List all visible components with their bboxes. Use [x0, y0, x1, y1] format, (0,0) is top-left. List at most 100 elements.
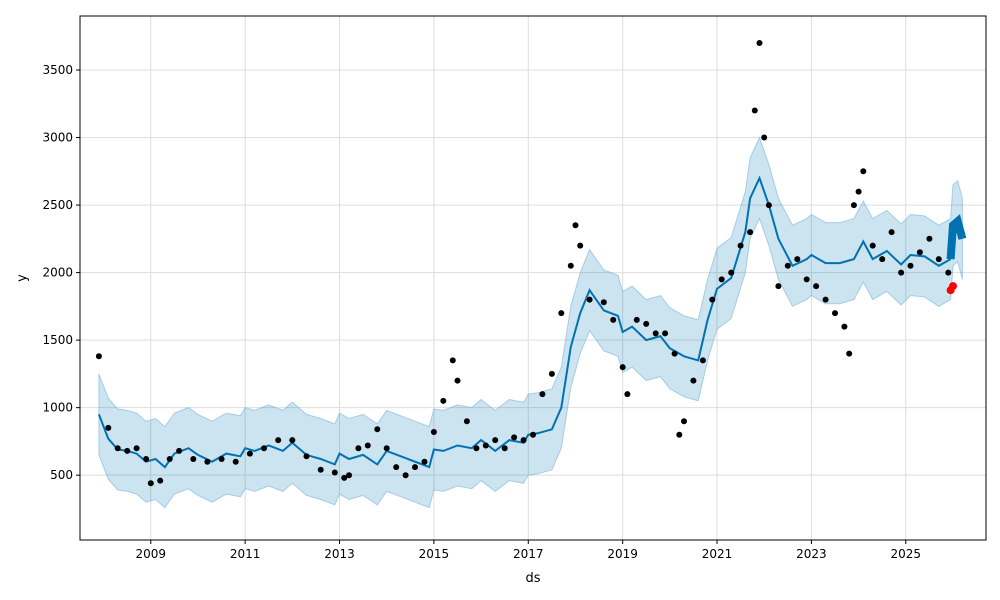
observed-point: [346, 472, 352, 479]
observed-point: [662, 330, 669, 337]
observed-point: [190, 456, 197, 462]
observed-point: [577, 242, 584, 249]
observed-point: [548, 370, 555, 377]
observed-point: [261, 445, 267, 452]
observed-point: [572, 222, 579, 229]
x-tick-label: 2011: [230, 547, 261, 561]
observed-point: [751, 107, 758, 114]
observed-point: [846, 350, 853, 357]
observed-point: [303, 453, 310, 460]
observed-point: [841, 323, 848, 330]
observed-point: [440, 397, 447, 404]
observed-point: [718, 276, 725, 283]
y-tick-label: 3000: [42, 131, 73, 145]
y-tick-label: 1000: [42, 401, 73, 415]
observed-point: [421, 458, 428, 465]
observed-point: [114, 445, 121, 452]
observed-point: [699, 357, 706, 364]
observed-point: [624, 391, 631, 398]
x-tick-label: 2021: [702, 547, 733, 561]
observed-point: [289, 437, 296, 444]
observed-point: [681, 418, 687, 425]
observed-point: [652, 330, 659, 337]
y-axis-label: y: [15, 274, 30, 282]
observed-point: [860, 168, 867, 175]
observed-point: [643, 320, 650, 327]
observed-point: [633, 316, 640, 323]
observed-point: [822, 296, 829, 303]
observed-point: [567, 262, 574, 269]
observed-point: [898, 269, 905, 276]
observed-point: [775, 283, 782, 290]
observed-points: [95, 40, 957, 487]
observed-point: [813, 283, 820, 290]
y-tick-label: 2000: [42, 266, 73, 280]
x-axis-label: ds: [525, 571, 540, 586]
observed-point: [756, 40, 763, 46]
observed-point: [794, 256, 801, 263]
observed-point: [246, 450, 253, 457]
observed-point: [610, 316, 617, 323]
observed-point: [147, 480, 154, 487]
observed-point: [157, 477, 164, 484]
y-tick-label: 3500: [42, 63, 73, 77]
observed-point: [869, 242, 876, 249]
observed-point: [737, 242, 744, 249]
observed-point: [926, 235, 933, 242]
observed-point: [747, 229, 754, 236]
observed-point: [275, 437, 282, 444]
y-tick-label: 1500: [42, 333, 73, 347]
observed-point: [888, 229, 895, 236]
observed-point: [907, 262, 914, 269]
observed-point: [879, 256, 886, 263]
x-tick-label: 2019: [607, 547, 638, 561]
observed-point: [105, 424, 112, 431]
observed-point: [374, 426, 381, 433]
grid: [80, 16, 986, 540]
axis-ticks: 2009 2011 2013 2015 2017 2019 2021 2023 2025 500 1…: [42, 63, 921, 561]
observed-point: [530, 431, 536, 438]
observed-point: [317, 466, 324, 473]
observed-point: [412, 464, 418, 471]
observed-point: [501, 445, 508, 452]
x-tick-label: 2015: [419, 547, 450, 561]
observed-point: [364, 442, 371, 449]
observed-point: [482, 442, 489, 449]
observed-point: [761, 134, 768, 141]
future-forecast-line: [946, 214, 967, 260]
observed-point: [341, 474, 348, 481]
observed-point: [511, 434, 518, 441]
x-tick-label: 2013: [324, 547, 355, 561]
y-tick-label: 2500: [42, 198, 73, 212]
y-tick-label: 500: [50, 468, 73, 482]
observed-point: [473, 445, 480, 452]
observed-point: [709, 296, 716, 303]
observed-point: [430, 429, 437, 435]
observed-point: [855, 188, 862, 195]
observed-point: [176, 447, 183, 454]
observed-point: [558, 310, 565, 317]
observed-point: [143, 456, 150, 462]
observed-point: [671, 350, 678, 357]
observed-point: [832, 310, 838, 317]
observed-point: [454, 377, 461, 384]
observed-point: [676, 431, 683, 438]
observed-point: [383, 445, 390, 452]
x-tick-label: 2023: [796, 547, 827, 561]
x-tick-label: 2017: [513, 547, 544, 561]
observed-point: [166, 456, 173, 462]
observed-point: [232, 458, 239, 465]
observed-point: [728, 269, 735, 276]
observed-point: [463, 418, 470, 425]
observed-point: [402, 472, 409, 479]
x-tick-label: 2025: [891, 547, 922, 561]
plot-frame: [79, 15, 987, 541]
observed-point: [133, 445, 140, 452]
observed-point: [355, 445, 362, 452]
observed-point: [204, 458, 211, 465]
observed-point: [449, 357, 456, 364]
observed-point: [331, 469, 338, 476]
observed-point: [784, 262, 791, 269]
observed-point: [945, 269, 952, 276]
